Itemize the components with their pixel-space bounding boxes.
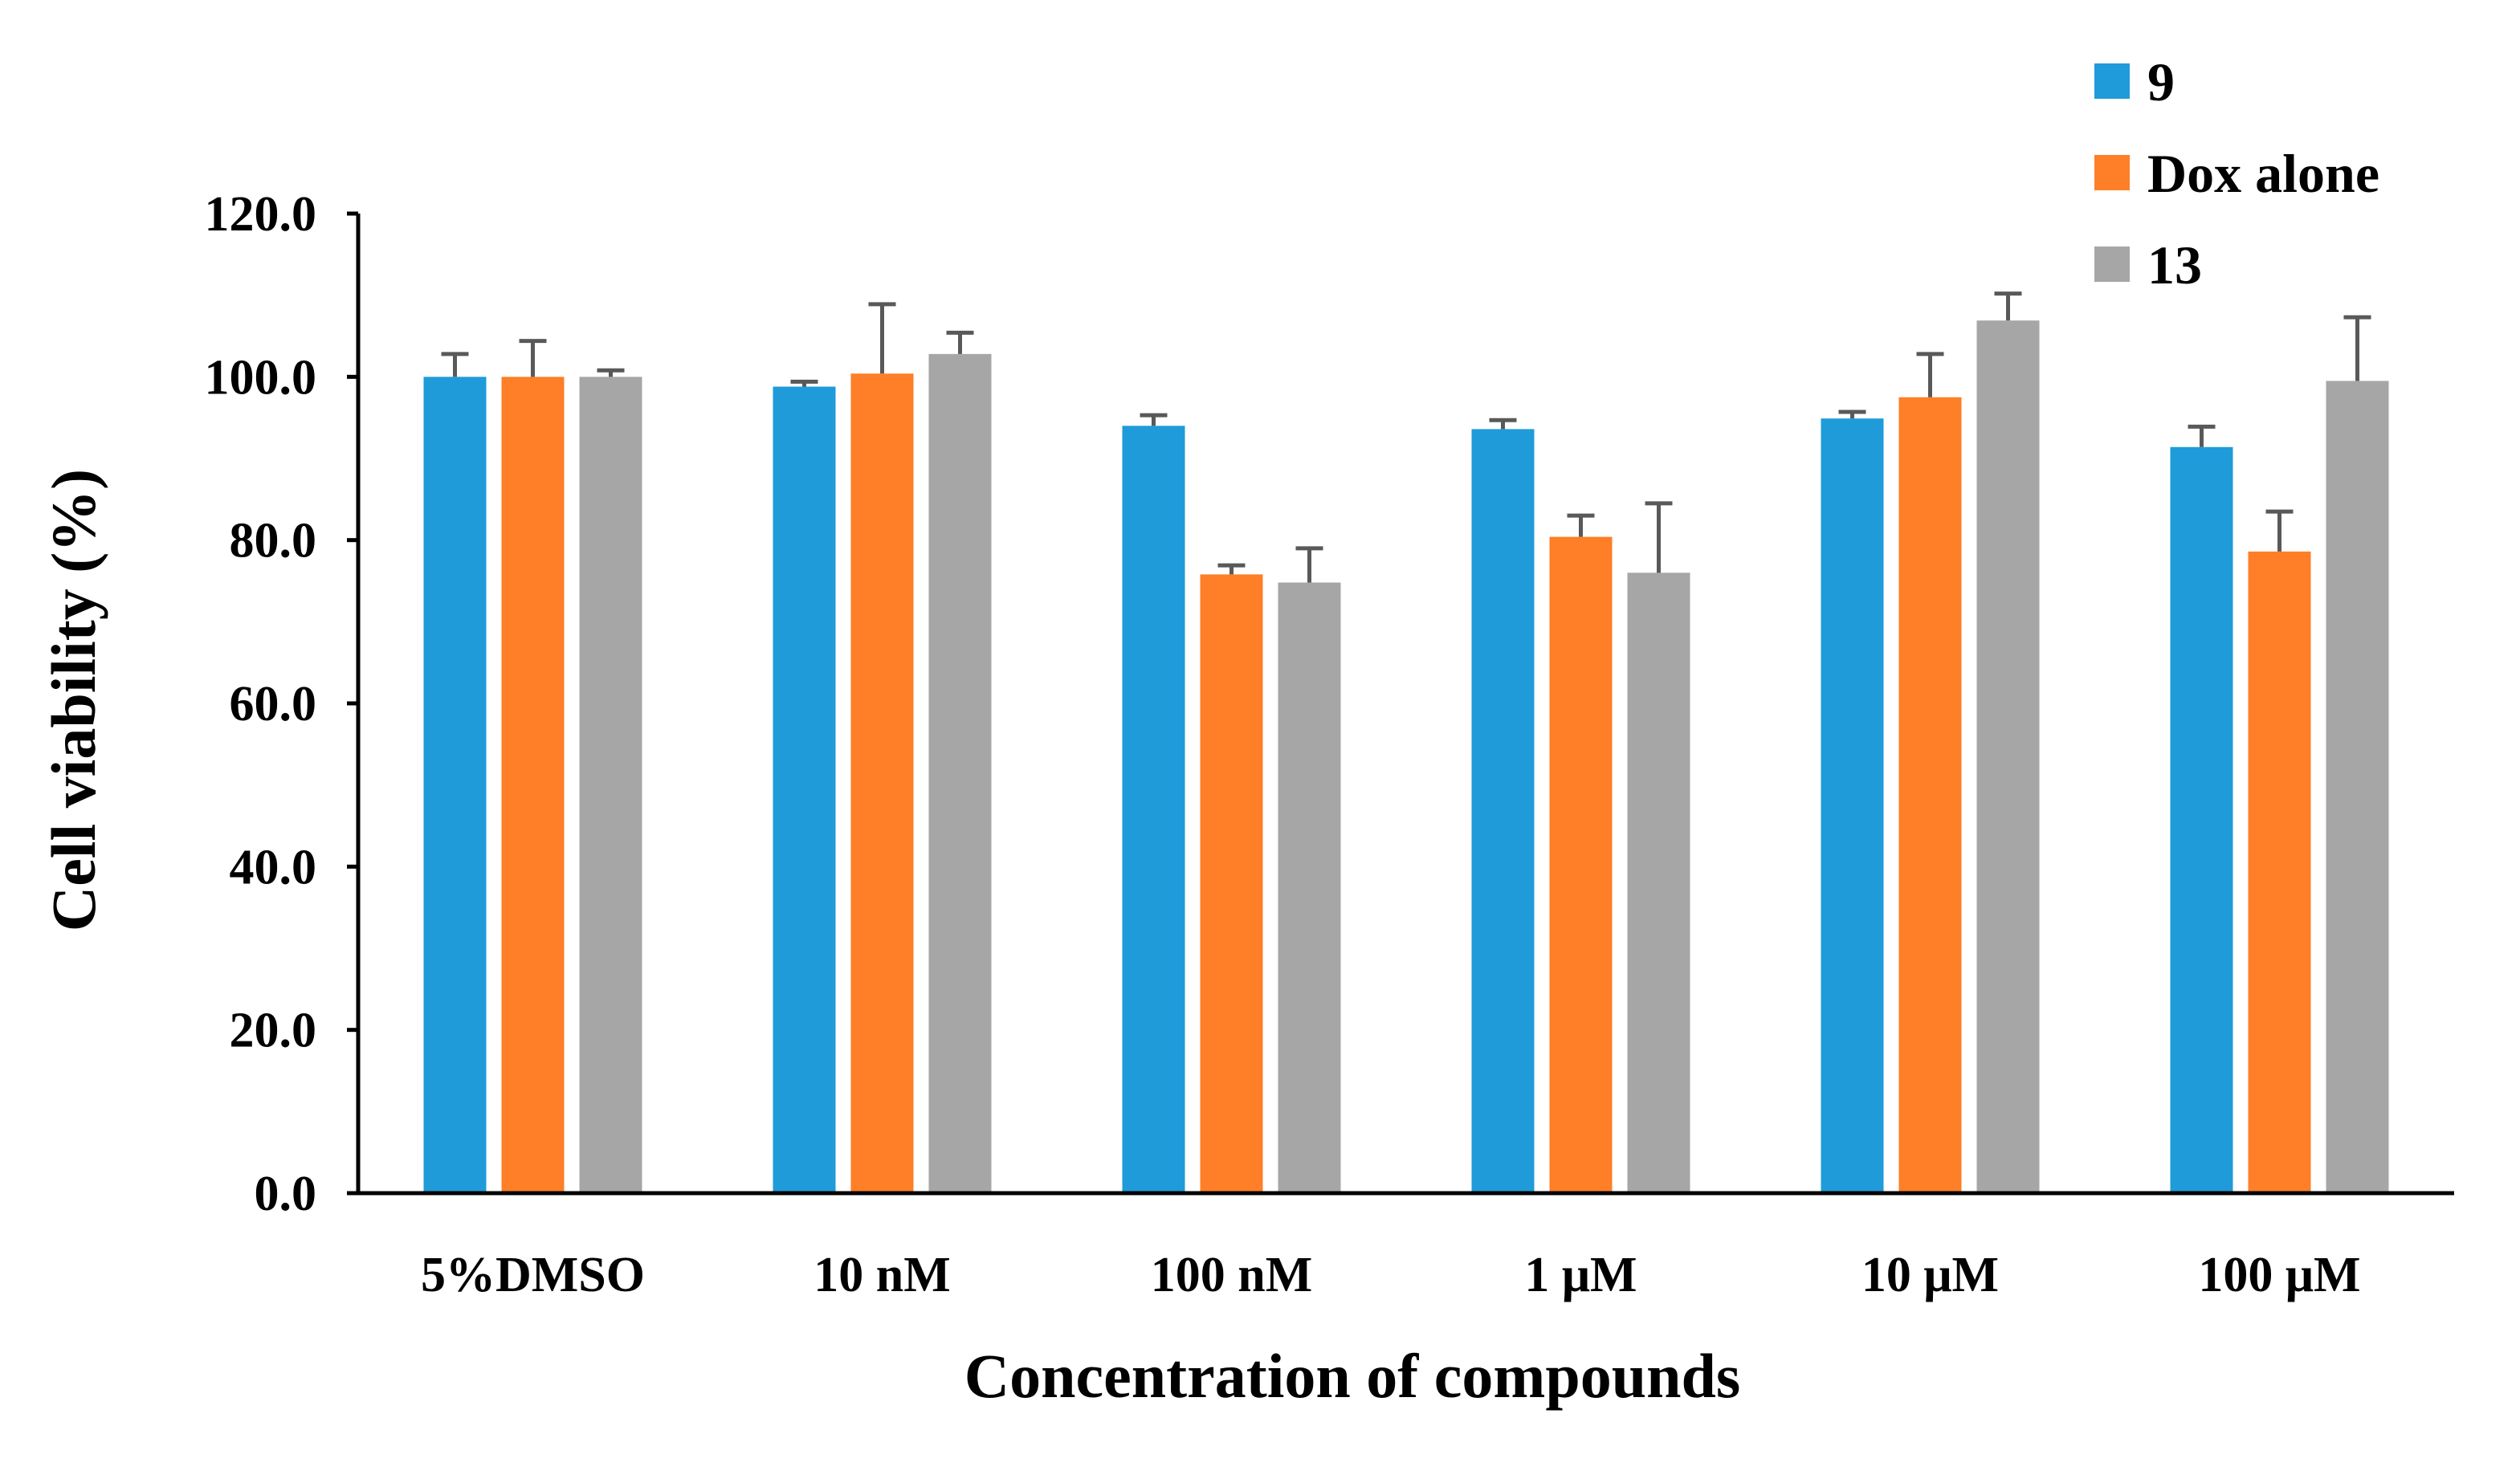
y-tick-label: 60.0 xyxy=(230,677,317,731)
x-tick-label: 100 nM xyxy=(1151,1248,1313,1302)
legend-label: Dox alone xyxy=(2147,143,2379,204)
bar-1-M-series-2 xyxy=(1627,572,1690,1193)
error-bars-layer xyxy=(441,291,2371,583)
bar-100-nM-series-1 xyxy=(1200,574,1263,1193)
bars-layer xyxy=(423,320,2389,1194)
legend-label: 9 xyxy=(2147,51,2175,112)
legend: 9 Dox alone 13 xyxy=(2094,51,2379,295)
legend-swatch xyxy=(2094,155,2130,190)
bar-10-nM-series-0 xyxy=(773,386,836,1193)
bar-100-nM-series-2 xyxy=(1278,582,1341,1193)
bar-10-M-series-0 xyxy=(1821,418,1884,1193)
y-tick-label: 80.0 xyxy=(230,514,317,568)
y-axis-ticks: 0.0 20.0 40.0 60.0 80.0 100.0 120.0 xyxy=(205,187,358,1221)
y-axis-title: Cell viability (%) xyxy=(39,469,108,931)
x-axis-title: Concentration of compounds xyxy=(964,1341,1740,1411)
bar-10-nM-series-1 xyxy=(850,373,914,1193)
x-tick-label: 10 nM xyxy=(813,1248,951,1302)
y-tick-label: 20.0 xyxy=(230,1004,317,1058)
y-tick-label: 120.0 xyxy=(205,187,317,242)
legend-swatch xyxy=(2094,63,2130,99)
bar-5-DMSO-series-1 xyxy=(501,377,565,1193)
x-tick-label: 5%DMSO xyxy=(421,1248,645,1302)
bar-10-M-series-2 xyxy=(1976,320,2040,1193)
x-axis-ticks: 5%DMSO 10 nM 100 nM 1 μM 10 μM 100 μM xyxy=(421,1248,2361,1302)
x-tick-label: 1 μM xyxy=(1524,1248,1637,1302)
bar-1-M-series-1 xyxy=(1549,536,1613,1193)
legend-swatch xyxy=(2094,246,2130,282)
y-tick-label: 40.0 xyxy=(230,840,317,894)
x-tick-label: 10 μM xyxy=(1861,1248,1999,1302)
bar-1-M-series-0 xyxy=(1471,429,1535,1193)
bar-5-DMSO-series-0 xyxy=(423,377,487,1193)
bar-100-M-series-1 xyxy=(2248,551,2311,1193)
bar-10-nM-series-2 xyxy=(928,353,992,1193)
bar-100-M-series-2 xyxy=(2326,381,2389,1194)
y-tick-label: 100.0 xyxy=(205,350,317,405)
bar-100-M-series-0 xyxy=(2170,446,2233,1193)
bar-10-M-series-1 xyxy=(1898,397,1962,1193)
bar-100-nM-series-0 xyxy=(1122,426,1185,1193)
legend-label: 13 xyxy=(2147,234,2202,295)
x-tick-label: 100 μM xyxy=(2198,1248,2360,1302)
y-tick-label: 0.0 xyxy=(255,1167,317,1221)
bar-5-DMSO-series-2 xyxy=(579,377,642,1193)
